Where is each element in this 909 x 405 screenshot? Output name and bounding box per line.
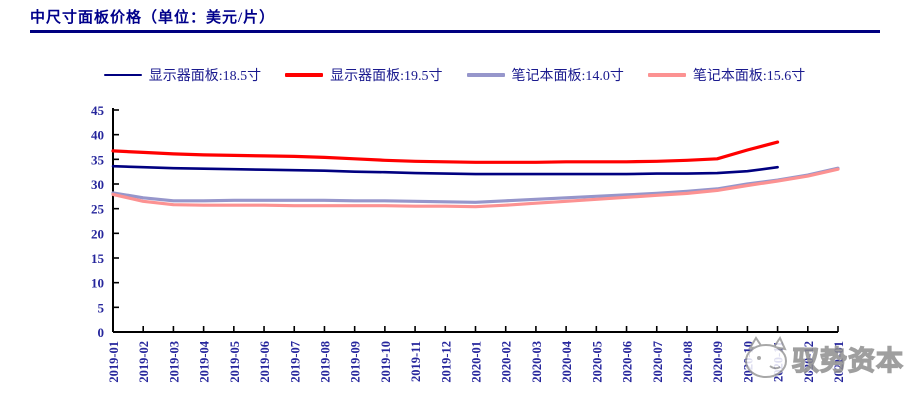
series-line (111, 164, 779, 176)
x-tick-label: 2020-01 (470, 341, 484, 383)
legend-line-swatch (285, 73, 324, 77)
x-tick-label: 2019-06 (258, 341, 272, 383)
x-tick-label: 2019-09 (349, 341, 363, 383)
legend-line-swatch (647, 73, 686, 77)
x-tick-label: 2019-11 (409, 341, 423, 382)
x-tick-label: 2019-08 (318, 341, 332, 383)
x-tick-label: 2020-09 (711, 341, 725, 383)
x-tick-label: 2020-11 (772, 341, 786, 382)
x-tick-label: 2020-05 (590, 341, 604, 383)
x-tick-label: 2019-12 (439, 341, 453, 383)
series-line (111, 140, 780, 164)
y-tick-label: 25 (91, 202, 105, 217)
legend-label: 笔记本面板:15.6寸 (692, 69, 806, 84)
legend-item[interactable]: 显示器面板:19.5寸 (285, 65, 443, 85)
y-tick-label: 45 (91, 103, 105, 118)
x-tick-label: 2020-03 (530, 341, 544, 383)
x-tick-label: 2019-04 (198, 340, 212, 382)
y-tick-label: 5 (98, 300, 105, 315)
x-tick-label: 2019-02 (137, 341, 151, 383)
legend-line-swatch (103, 73, 142, 77)
y-tick-label: 20 (91, 226, 104, 241)
x-tick-label: 2019-03 (167, 341, 181, 383)
y-tick-label: 10 (91, 276, 104, 291)
x-tick-label: 2020-04 (560, 340, 574, 382)
y-tick-label: 0 (98, 325, 105, 340)
x-tick-label: 2020-08 (681, 341, 695, 383)
x-tick-label: 2019-10 (379, 341, 393, 383)
y-tick-label: 15 (91, 251, 105, 266)
x-tick-label: 2020-10 (741, 341, 755, 383)
y-tick-label: 40 (91, 128, 104, 143)
x-tick-label: 2021-01 (832, 341, 846, 383)
y-tick-label: 30 (91, 177, 104, 192)
x-tick-label: 2020-06 (621, 341, 635, 383)
chart-legend: 显示器面板:18.5寸 显示器面板:19.5寸 笔记本面板:14.0寸 笔记本面板:1… (0, 62, 909, 88)
legend-item[interactable]: 笔记本面板:14.0寸 (466, 65, 624, 85)
y-tick-label: 35 (91, 152, 105, 167)
series-line (111, 167, 840, 209)
x-tick-label: 2019-07 (288, 341, 302, 383)
chart-title: 中尺寸面板价格（单位：美元/片） (30, 10, 276, 26)
legend-line-swatch (466, 73, 505, 77)
x-tick-label: 2020-12 (802, 341, 816, 383)
legend-item[interactable]: 笔记本面板:15.6寸 (647, 65, 806, 85)
title-underline (30, 30, 880, 33)
legend-label: 笔记本面板:14.0寸 (511, 69, 624, 84)
x-tick-label: 2019-01 (107, 341, 121, 383)
legend-label: 显示器面板:18.5寸 (148, 69, 262, 84)
x-tick-label: 2019-05 (228, 341, 242, 383)
x-tick-label: 2020-02 (500, 341, 514, 383)
x-tick-label: 2020-07 (651, 341, 665, 383)
legend-label: 显示器面板:19.5寸 (330, 69, 443, 84)
legend-item[interactable]: 显示器面板:18.5寸 (103, 65, 262, 85)
